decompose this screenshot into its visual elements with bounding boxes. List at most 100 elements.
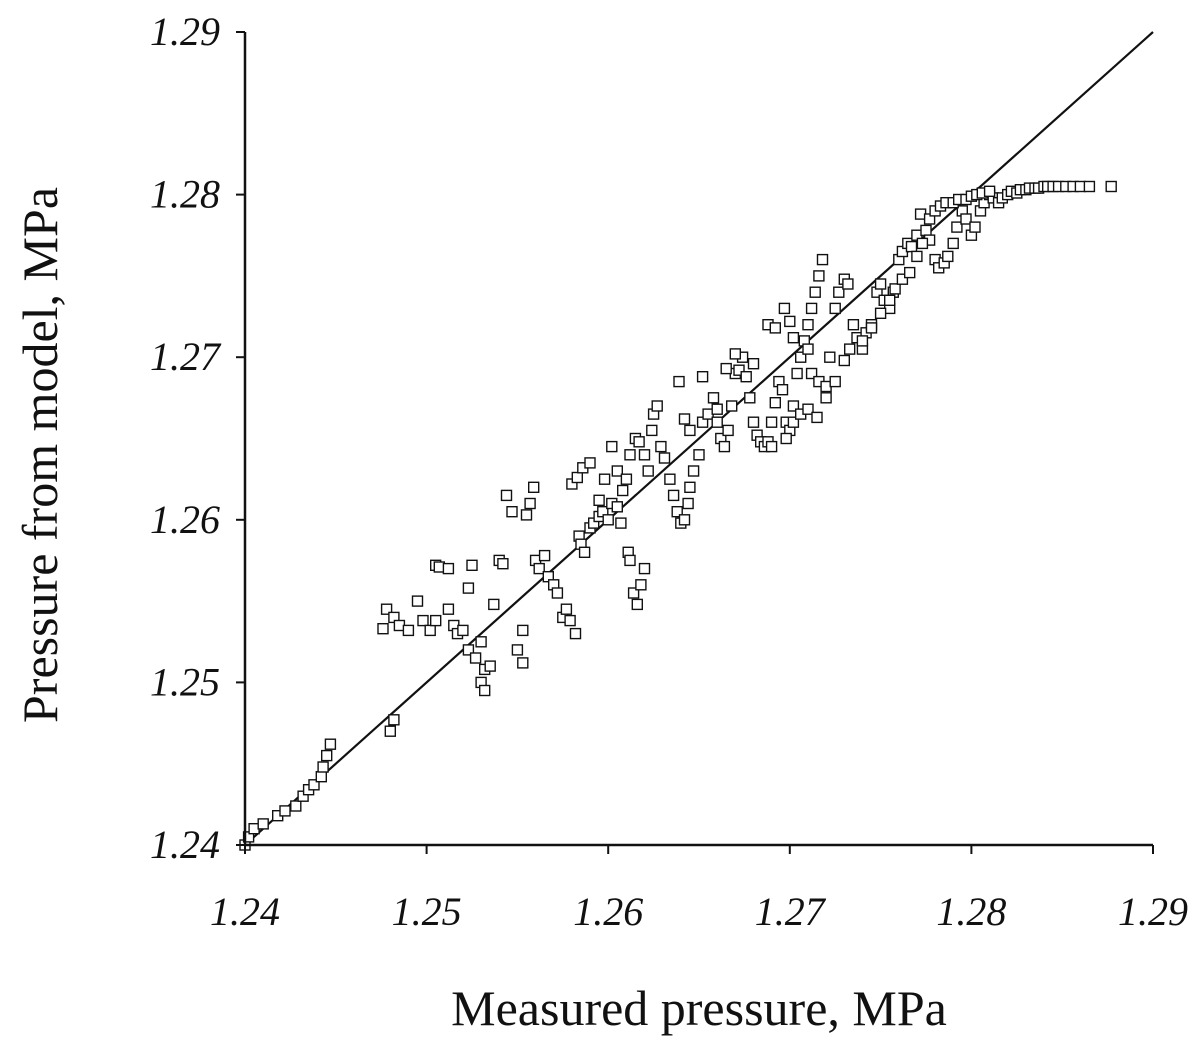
data-point [983,185,996,198]
data-point [718,440,731,453]
data-point [511,644,524,656]
y-tick-label: 1.29 [150,9,220,54]
data-point [696,371,709,383]
data-point [308,779,320,791]
data-point [824,351,836,363]
data-point [684,424,696,437]
data-point [488,598,500,611]
data-point [687,465,700,477]
data-point [842,278,854,290]
data-point [816,253,829,266]
data-point [811,411,823,424]
data-point [791,367,803,380]
data-point [475,636,487,648]
data-point [740,371,752,383]
data-point [678,413,691,425]
data-point [833,286,845,298]
data-point [960,213,972,225]
data-point [642,465,654,477]
data-point [795,351,807,363]
data-point [747,416,760,428]
data-point [655,440,667,453]
data-point [951,221,963,233]
x-tick-label: 1.24 [210,889,280,934]
data-point [805,302,818,315]
data-point [829,375,841,388]
data-point [747,358,760,370]
data-point [430,614,442,627]
data-point [905,240,918,253]
data-point [722,424,734,437]
data-point [279,805,291,817]
data-point [321,749,333,762]
data-point [711,416,723,428]
data-point [778,302,791,315]
data-point [520,509,533,521]
data-point [646,424,658,437]
x-tick-label: 1.29 [1118,889,1188,934]
data-point [631,598,643,611]
data-point [620,473,633,485]
data-point [838,354,850,367]
data-point [638,449,651,461]
data-point [911,250,923,263]
data-point [528,481,540,493]
data-point [533,562,545,575]
data-point [598,473,611,485]
data-point [624,449,636,461]
data-point [667,489,680,502]
data-point [611,465,623,477]
data-point [635,579,647,591]
data-point [729,348,741,360]
data-point [593,494,605,506]
y-tick-label: 1.26 [150,497,220,542]
data-point [457,624,469,637]
data-point [896,273,909,285]
data-point [856,335,869,347]
data-point [947,237,959,250]
data-point [682,497,694,510]
data-point [969,221,981,233]
data-point [780,432,792,445]
x-tick-label: 1.26 [573,889,643,934]
data-point [569,627,582,640]
data-point [257,818,269,830]
data-point [611,501,623,513]
data-point [664,473,676,485]
data-point [402,624,415,637]
data-point [315,771,327,783]
data-point [844,343,856,355]
data-point [538,549,551,562]
data-point [693,449,705,461]
data-point [904,266,916,279]
x-axis-title: Measured pressure, MPa [451,980,947,1036]
data-point [707,392,720,404]
data-point [627,587,640,599]
data-point [606,440,618,453]
data-point [1105,180,1117,193]
data-point [497,558,509,570]
data-point [506,506,518,518]
data-point [787,332,800,344]
axes [243,32,1153,847]
reference-line-layer [244,31,1154,846]
data-point [469,652,482,664]
data-point [479,684,491,697]
data-point [744,392,756,404]
data-point [380,603,393,615]
data-point [671,506,683,518]
data-point [678,514,691,526]
data-point [633,436,645,448]
data-point [874,278,887,290]
data-point [617,484,629,497]
x-tick-label: 1.28 [936,889,1006,934]
data-point [624,554,636,567]
data-point [920,224,932,237]
x-tick-label: 1.27 [755,889,827,934]
data-point [787,416,800,428]
data-point [865,322,878,334]
data-point [517,624,529,637]
data-point [462,644,475,656]
data-point [733,364,745,376]
data-point [388,714,400,726]
